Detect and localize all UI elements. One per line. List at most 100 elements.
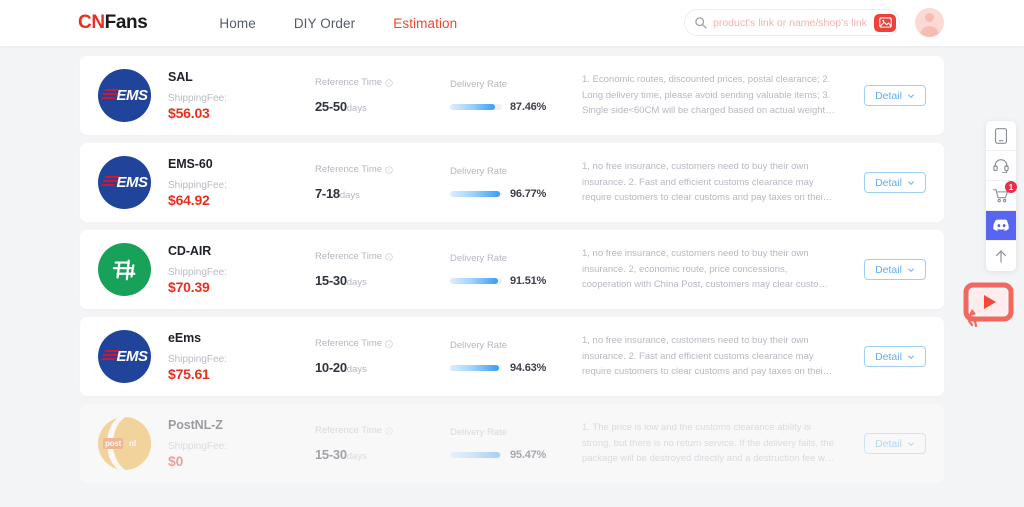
delivery-rate-column: Delivery Rate 96.77% xyxy=(450,166,580,200)
carrier-description: 1, no free insurance, customers need to … xyxy=(582,161,826,204)
shipping-line-row[interactable]: EMS EMS-60 ShippingFee: $64.92 Reference… xyxy=(80,143,944,222)
reference-time-text: Reference Time xyxy=(315,425,383,436)
delivery-rate-label: Delivery Rate xyxy=(450,252,508,264)
detail-button-label: Detail xyxy=(875,263,902,276)
reference-time-label: Reference Time xyxy=(315,425,450,436)
carrier-description: 1. The price is low and the customs clea… xyxy=(582,422,834,465)
reference-time-label: Reference Time xyxy=(315,164,450,175)
detail-button-label: Detail xyxy=(875,176,902,189)
shipping-fee-label: ShippingFee: xyxy=(168,180,227,191)
tutorial-video-icon xyxy=(963,282,1014,328)
carrier-description-column: 1, no free insurance, customers need to … xyxy=(582,246,835,292)
row-action-column: Detail xyxy=(864,172,926,193)
reference-time-range: 15-30 xyxy=(315,447,347,462)
nav-item-diy-order[interactable]: DIY Order xyxy=(293,15,356,31)
detail-button[interactable]: Detail xyxy=(864,433,926,454)
info-icon[interactable] xyxy=(385,78,393,87)
nav-item-home[interactable]: Home xyxy=(219,15,256,31)
shipping-line-row[interactable]: CD-AIR ShippingFee: $70.39 Reference Tim… xyxy=(80,230,944,309)
delivery-rate-row: 87.46% xyxy=(450,101,580,113)
carrier-description-column: 1, no free insurance, customers need to … xyxy=(582,159,835,205)
detail-button[interactable]: Detail xyxy=(864,85,926,106)
search-icon xyxy=(695,17,707,29)
reference-time-range: 10-20 xyxy=(315,360,347,375)
reference-time-unit: days xyxy=(346,277,367,288)
avatar-body-shape xyxy=(920,26,939,37)
carrier-description-column: 1. Economic routes, discounted prices, p… xyxy=(582,72,835,118)
rail-item-discord[interactable] xyxy=(986,211,1016,241)
carrier-name: PostNL-Z xyxy=(168,418,223,432)
scroll-to-top-icon xyxy=(995,249,1007,263)
reference-time-value: 15-30days xyxy=(315,447,450,462)
rail-item-scroll-top[interactable] xyxy=(986,241,1016,271)
delivery-rate-bar-fill xyxy=(450,190,501,197)
carrier-info: PostNL-Z ShippingFee: $0 xyxy=(168,418,315,469)
mobile-app-icon xyxy=(994,127,1008,144)
reference-time-text: Reference Time xyxy=(315,164,383,175)
reference-time-column: Reference Time 10-20days xyxy=(315,338,450,375)
carrier-name: EMS-60 xyxy=(168,157,213,171)
tutorial-video-widget[interactable] xyxy=(959,281,1016,331)
carrier-info: eEms ShippingFee: $75.61 xyxy=(168,331,315,382)
delivery-rate-bar-fill xyxy=(450,103,496,110)
shipping-line-row[interactable]: EMS eEms ShippingFee: $75.61 Reference T… xyxy=(80,317,944,396)
shipping-fee-value: $70.39 xyxy=(168,279,210,295)
shipping-fee-value: $56.03 xyxy=(168,105,210,121)
reference-time-column: Reference Time 15-30days xyxy=(315,425,450,462)
reference-time-unit: days xyxy=(346,364,367,375)
detail-button-label: Detail xyxy=(875,350,902,363)
detail-button[interactable]: Detail xyxy=(864,346,926,367)
info-icon[interactable] xyxy=(385,426,393,435)
search-bar[interactable] xyxy=(684,9,900,36)
rail-item-support[interactable] xyxy=(986,151,1016,181)
delivery-rate-label: Delivery Rate xyxy=(450,78,508,90)
row-action-column: Detail xyxy=(864,346,926,367)
info-icon[interactable] xyxy=(385,252,393,261)
user-avatar[interactable] xyxy=(915,8,944,37)
chevron-down-icon xyxy=(908,355,914,359)
shipping-line-row[interactable]: post nl PostNL-Z ShippingFee: $0 Referen… xyxy=(80,404,944,483)
reference-time-text: Reference Time xyxy=(315,77,383,88)
delivery-rate-bar-fill xyxy=(450,364,500,371)
reference-time-text: Reference Time xyxy=(315,251,383,262)
info-icon[interactable] xyxy=(385,165,393,174)
delivery-rate-label: Delivery Rate xyxy=(450,165,508,177)
shipping-line-row[interactable]: EMS SAL ShippingFee: $56.03 Reference Ti… xyxy=(80,56,944,135)
shipping-fee-label: ShippingFee: xyxy=(168,93,227,104)
reference-time-value: 15-30days xyxy=(315,273,450,288)
delivery-rate-bar-track xyxy=(450,451,502,458)
detail-button[interactable]: Detail xyxy=(864,172,926,193)
delivery-rate-bar-track xyxy=(450,364,502,371)
reference-time-column: Reference Time 15-30days xyxy=(315,251,450,288)
chevron-down-icon xyxy=(908,181,914,185)
postnl-logo-mark: post nl xyxy=(98,417,151,470)
image-search-button[interactable] xyxy=(874,13,896,32)
shipping-fee-value: $75.61 xyxy=(168,366,210,382)
rail-item-mobile-app[interactable] xyxy=(986,121,1016,151)
reference-time-value: 7-18days xyxy=(315,186,450,201)
reference-time-label: Reference Time xyxy=(315,77,450,88)
reference-time-unit: days xyxy=(346,103,367,114)
info-icon[interactable] xyxy=(385,339,393,348)
reference-time-unit: days xyxy=(339,190,360,201)
site-logo[interactable]: CN Fans xyxy=(78,12,148,34)
carrier-description-column: 1, no free insurance, customers need to … xyxy=(582,333,835,379)
reference-time-label: Reference Time xyxy=(315,251,450,262)
reference-time-value: 10-20days xyxy=(315,360,450,375)
delivery-rate-column: Delivery Rate 91.51% xyxy=(450,253,580,287)
rail-item-cart[interactable]: 1 xyxy=(986,181,1017,211)
nav-item-estimation[interactable]: Estimation xyxy=(393,15,458,31)
reference-time-column: Reference Time 7-18days xyxy=(315,164,450,201)
detail-button[interactable]: Detail xyxy=(864,259,926,280)
delivery-rate-row: 95.47% xyxy=(450,449,580,461)
shipping-fee-label: ShippingFee: xyxy=(168,441,227,452)
delivery-rate-column: Delivery Rate 95.47% xyxy=(450,427,580,461)
delivery-rate-column: Delivery Rate 94.63% xyxy=(450,340,580,374)
carrier-logo-postnl: post nl xyxy=(98,417,151,470)
reference-time-unit: days xyxy=(346,451,367,462)
chevron-down-icon xyxy=(908,94,914,98)
reference-time-range: 25-50 xyxy=(315,99,347,114)
carrier-description: 1, no free insurance, customers need to … xyxy=(582,248,832,291)
search-input[interactable] xyxy=(713,16,874,29)
floating-side-rail: 1 xyxy=(986,121,1017,271)
